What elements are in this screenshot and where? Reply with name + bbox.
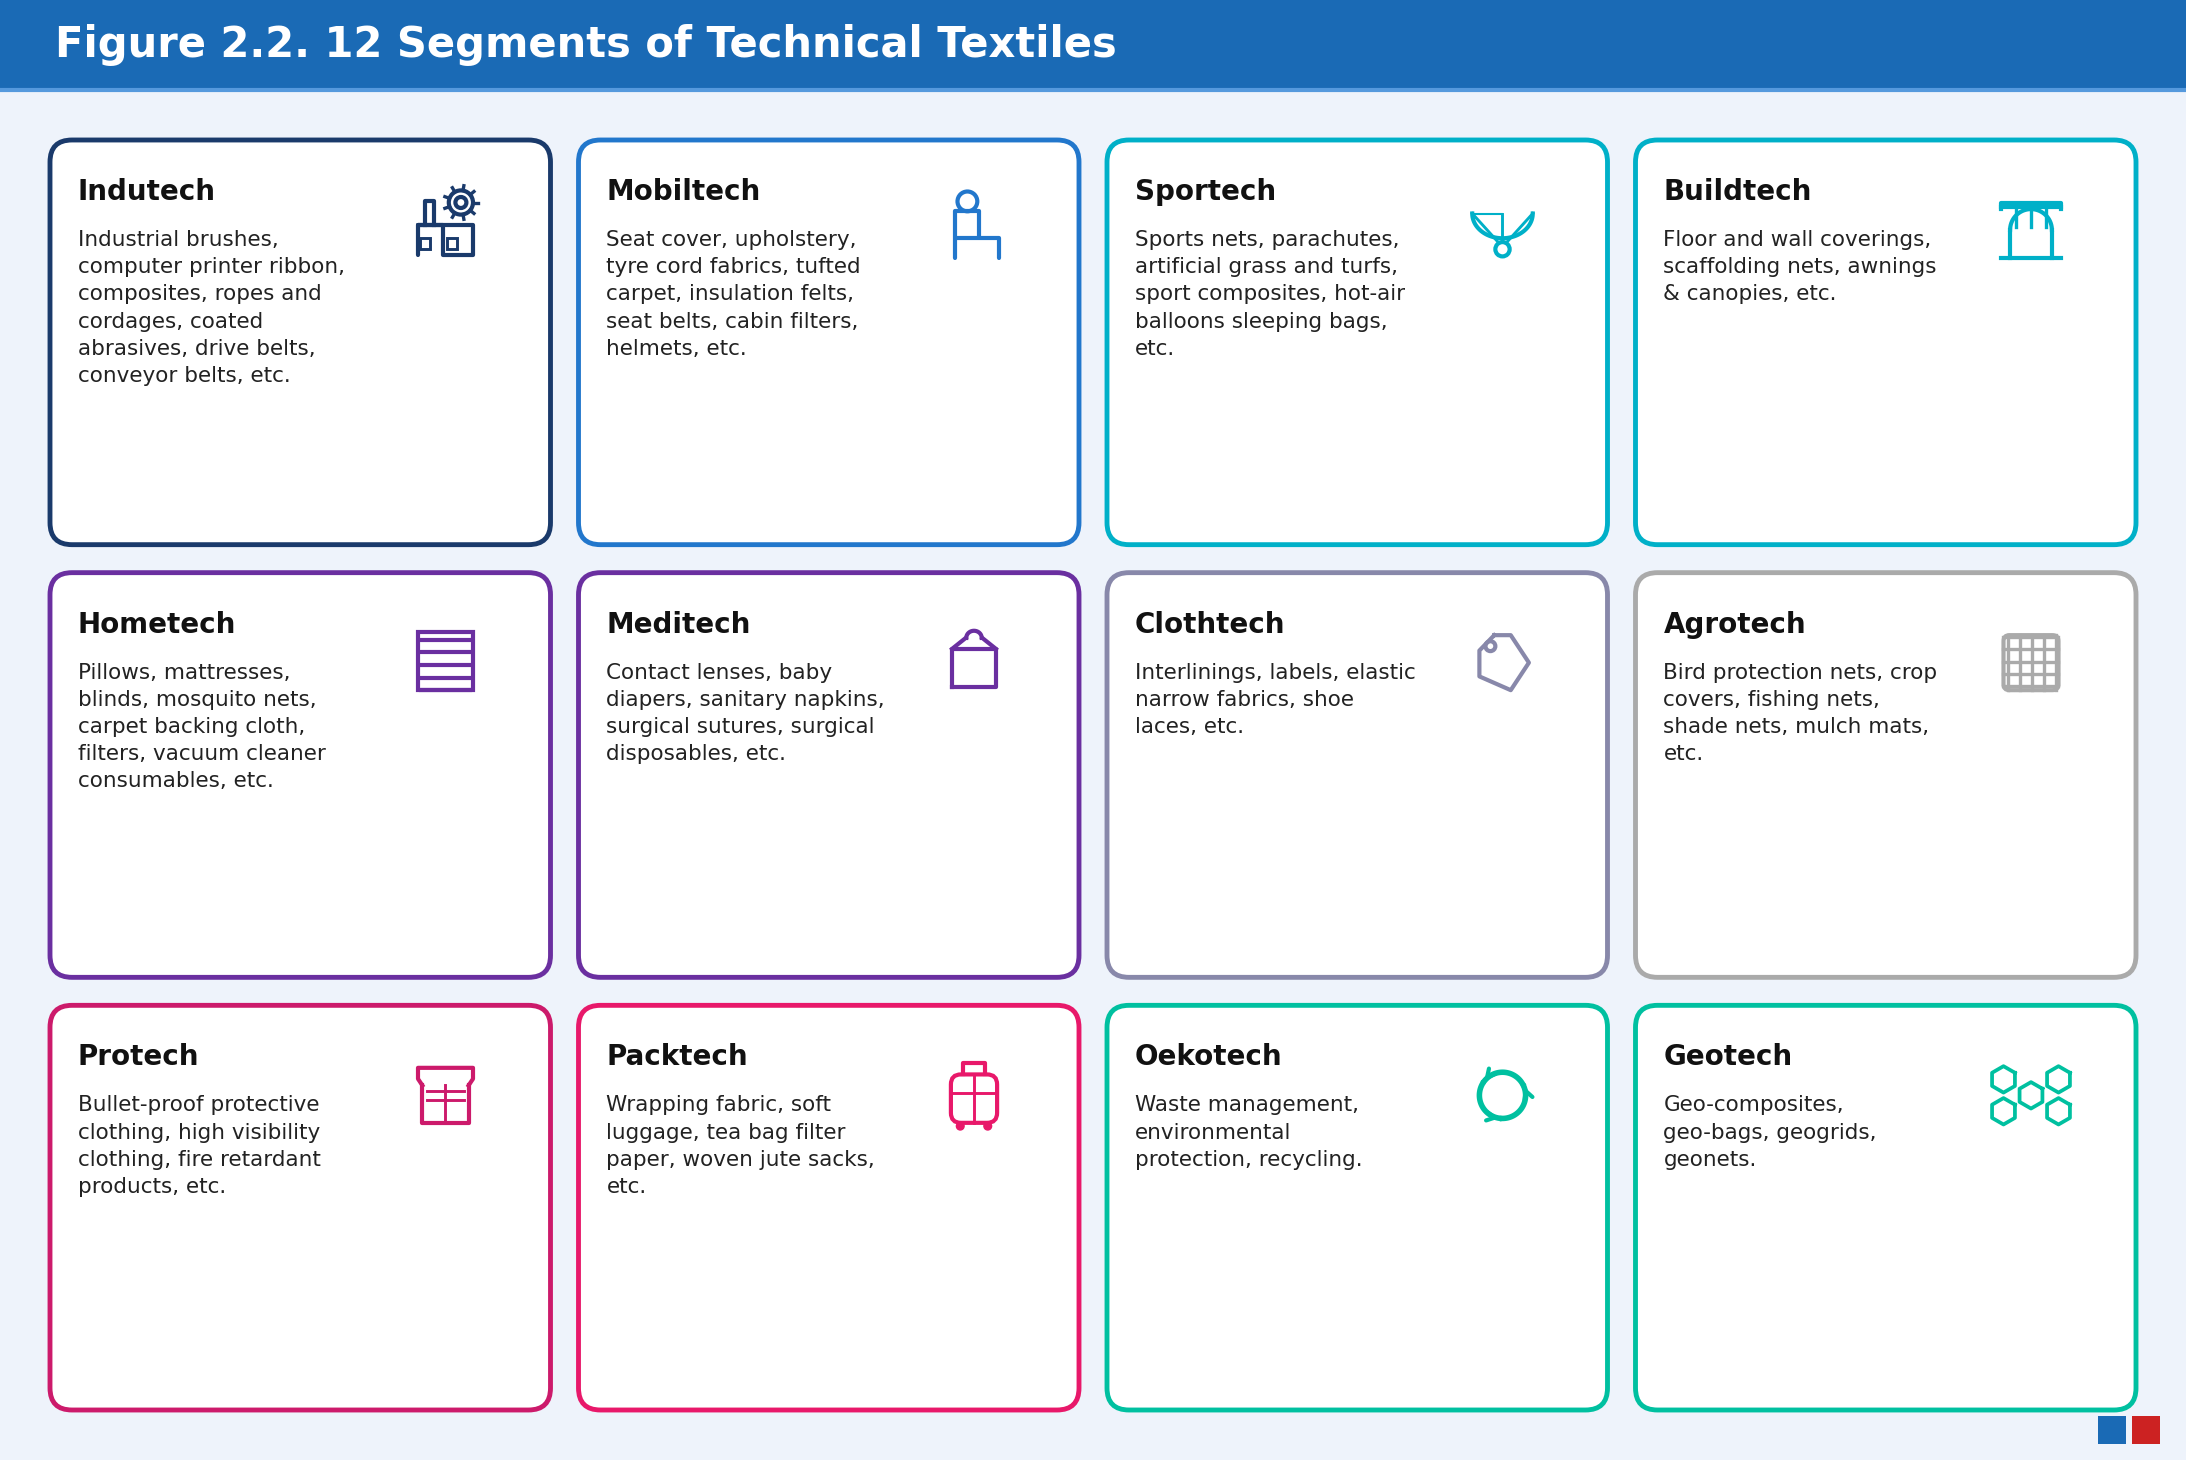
FancyBboxPatch shape	[579, 572, 1080, 977]
FancyBboxPatch shape	[2131, 1416, 2160, 1444]
Text: Geo-composites,
geo-bags, geogrids,
geonets.: Geo-composites, geo-bags, geogrids, geon…	[1664, 1095, 1878, 1169]
Text: Clothtech: Clothtech	[1135, 610, 1285, 638]
Text: Mobiltech: Mobiltech	[606, 178, 761, 206]
FancyBboxPatch shape	[1106, 140, 1607, 545]
FancyBboxPatch shape	[1635, 572, 2136, 977]
Text: Hometech: Hometech	[79, 610, 236, 638]
Text: Interlinings, labels, elastic
narrow fabrics, shoe
laces, etc.: Interlinings, labels, elastic narrow fab…	[1135, 663, 1417, 737]
Text: Meditech: Meditech	[606, 610, 750, 638]
Text: Indutech: Indutech	[79, 178, 216, 206]
Text: Geotech: Geotech	[1664, 1044, 1793, 1072]
Text: Wrapping fabric, soft
luggage, tea bag filter
paper, woven jute sacks,
etc.: Wrapping fabric, soft luggage, tea bag f…	[606, 1095, 874, 1197]
Text: Bird protection nets, crop
covers, fishing nets,
shade nets, mulch mats,
etc.: Bird protection nets, crop covers, fishi…	[1664, 663, 1937, 764]
FancyBboxPatch shape	[0, 0, 2186, 91]
FancyBboxPatch shape	[1106, 572, 1607, 977]
Text: Sportech: Sportech	[1135, 178, 1277, 206]
Text: Contact lenses, baby
diapers, sanitary napkins,
surgical sutures, surgical
dispo: Contact lenses, baby diapers, sanitary n…	[606, 663, 885, 764]
FancyBboxPatch shape	[50, 140, 551, 545]
Text: Packtech: Packtech	[606, 1044, 748, 1072]
Text: Bullet-proof protective
clothing, high visibility
clothing, fire retardant
produ: Bullet-proof protective clothing, high v…	[79, 1095, 321, 1197]
Text: Agrotech: Agrotech	[1664, 610, 1806, 638]
Text: Protech: Protech	[79, 1044, 199, 1072]
Text: Sports nets, parachutes,
artificial grass and turfs,
sport composites, hot-air
b: Sports nets, parachutes, artificial gras…	[1135, 231, 1406, 359]
Text: Floor and wall coverings,
scaffolding nets, awnings
& canopies, etc.: Floor and wall coverings, scaffolding ne…	[1664, 231, 1937, 304]
Text: Pillows, mattresses,
blinds, mosquito nets,
carpet backing cloth,
filters, vacuu: Pillows, mattresses, blinds, mosquito ne…	[79, 663, 326, 791]
Circle shape	[984, 1123, 992, 1130]
Text: Waste management,
environmental
protection, recycling.: Waste management, environmental protecti…	[1135, 1095, 1362, 1169]
Circle shape	[957, 1123, 964, 1130]
Text: Seat cover, upholstery,
tyre cord fabrics, tufted
carpet, insulation felts,
seat: Seat cover, upholstery, tyre cord fabric…	[606, 231, 861, 359]
FancyBboxPatch shape	[50, 1006, 551, 1410]
FancyBboxPatch shape	[1635, 140, 2136, 545]
Text: Oekotech: Oekotech	[1135, 1044, 1283, 1072]
Text: Industrial brushes,
computer printer ribbon,
composites, ropes and
cordages, coa: Industrial brushes, computer printer rib…	[79, 231, 345, 385]
FancyBboxPatch shape	[2099, 1416, 2127, 1444]
Text: Buildtech: Buildtech	[1664, 178, 1812, 206]
FancyBboxPatch shape	[579, 140, 1080, 545]
FancyBboxPatch shape	[1635, 1006, 2136, 1410]
FancyBboxPatch shape	[50, 572, 551, 977]
FancyBboxPatch shape	[1106, 1006, 1607, 1410]
FancyBboxPatch shape	[0, 91, 2186, 1460]
Text: Figure 2.2. 12 Segments of Technical Textiles: Figure 2.2. 12 Segments of Technical Tex…	[55, 23, 1117, 66]
FancyBboxPatch shape	[579, 1006, 1080, 1410]
